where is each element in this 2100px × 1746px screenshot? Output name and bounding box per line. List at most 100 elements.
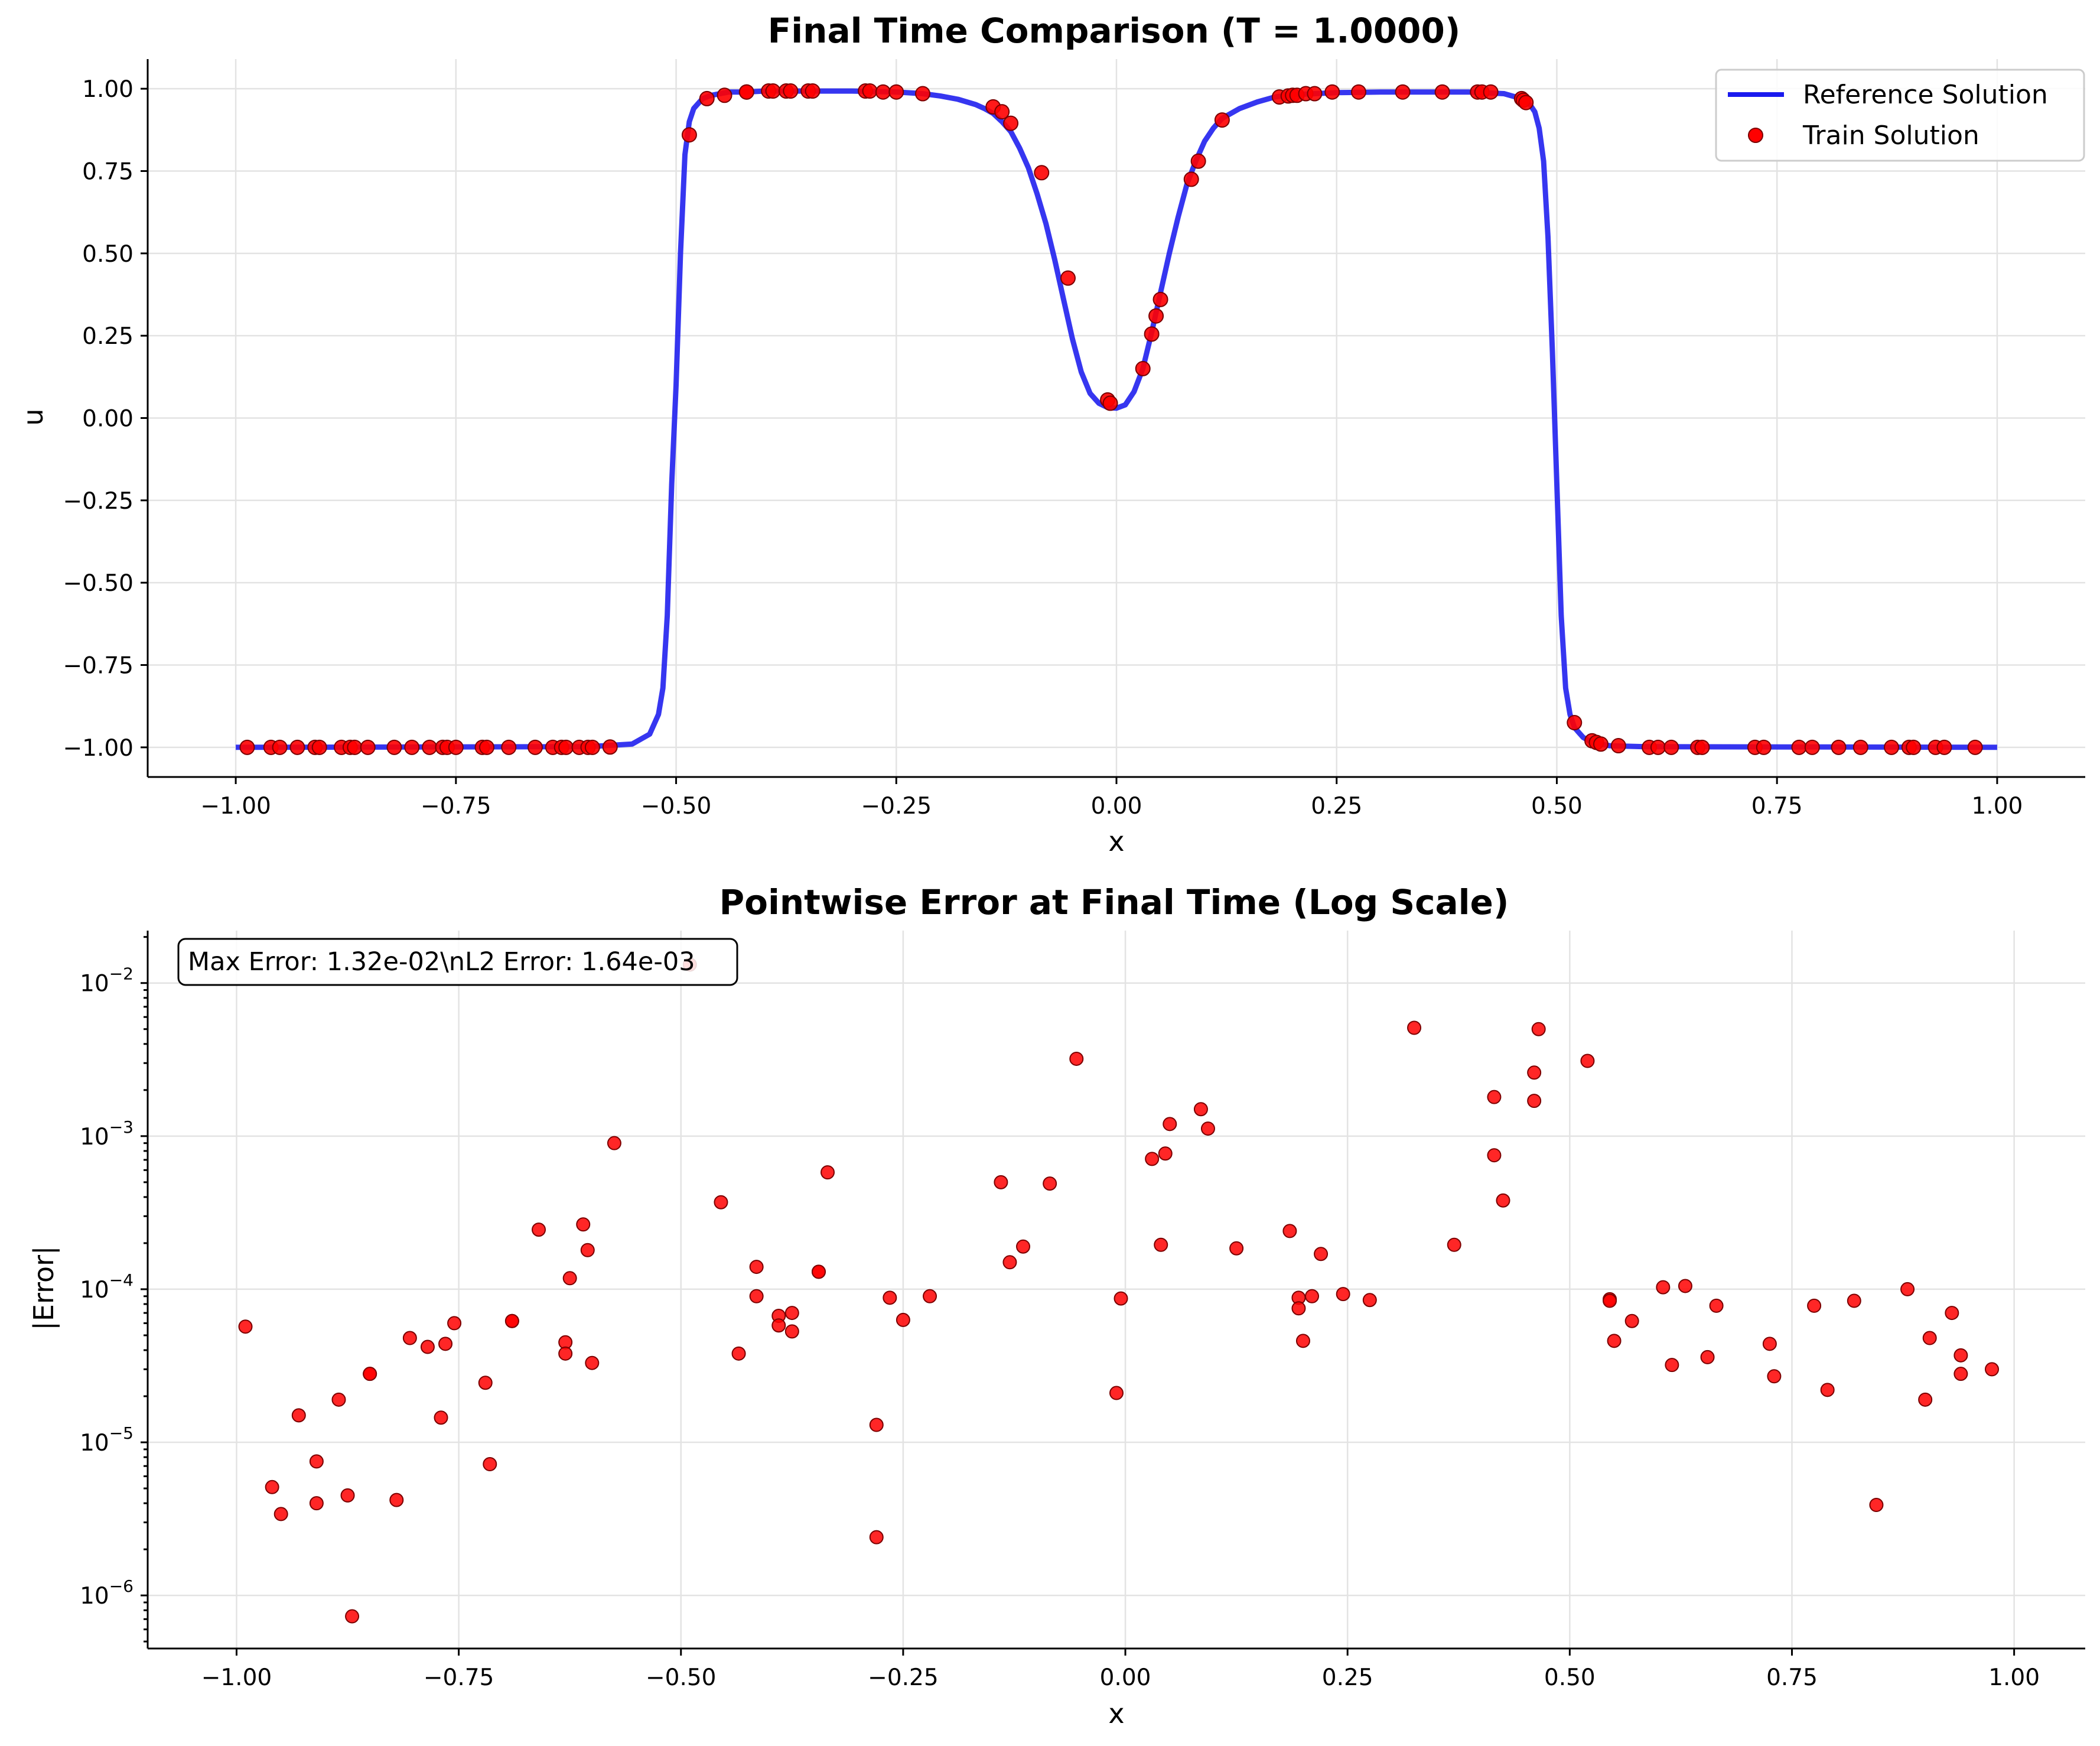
error-point <box>558 1346 573 1361</box>
train-point <box>1483 84 1499 100</box>
error-point <box>1362 1293 1377 1308</box>
top-x-tick-label: 0.00 <box>1091 793 1142 820</box>
error-point <box>994 1175 1008 1189</box>
bottom-x-tick-label: −0.75 <box>424 1664 494 1691</box>
train-point <box>479 739 494 755</box>
bottom-x-tick-label: −0.25 <box>868 1664 939 1691</box>
train-point <box>1135 360 1151 376</box>
train-point <box>1214 112 1230 128</box>
error-point <box>1945 1306 1959 1321</box>
train-point <box>717 87 732 103</box>
top-x-tick-label: 0.75 <box>1751 793 1803 820</box>
train-solution-points <box>239 83 1983 755</box>
bottom-x-tick-label: 1.00 <box>1988 1664 2040 1691</box>
error-point <box>1200 1121 1215 1136</box>
bottom-x-tick-label: 0.25 <box>1322 1664 1373 1691</box>
error-point <box>1447 1237 1461 1252</box>
train-point <box>1804 739 1820 755</box>
error-point <box>883 1290 897 1305</box>
error-point <box>784 1324 799 1339</box>
error-point <box>1665 1358 1679 1373</box>
error-summary-text: Max Error: 1.32e-02\nL2 Error: 1.64e-03 <box>188 947 695 977</box>
error-point <box>1043 1176 1057 1191</box>
error-points <box>238 957 2000 1624</box>
error-point <box>1193 1102 1208 1117</box>
top-x-tick-label: −1.00 <box>200 793 271 820</box>
error-point <box>1918 1392 1933 1407</box>
train-point <box>1610 738 1626 754</box>
error-point <box>821 1165 835 1180</box>
error-point <box>1922 1331 1937 1345</box>
top-x-tick-label: 1.00 <box>1971 793 2023 820</box>
bottom-x-tick-label: 0.00 <box>1100 1664 1151 1691</box>
error-point <box>1869 1497 1884 1512</box>
top-y-tick-label: −1.00 <box>63 735 134 762</box>
train-point <box>888 84 904 100</box>
train-point <box>404 739 420 755</box>
bottom-y-tick-label: 10−4 <box>80 1270 134 1303</box>
train-point <box>1831 739 1847 755</box>
error-point <box>731 1346 746 1361</box>
top-legend: Reference Solution Train Solution <box>1715 69 2085 162</box>
error-point <box>1527 1065 1542 1080</box>
top-chart-title: Final Time Comparison (T = 1.0000) <box>768 11 1461 51</box>
error-point <box>1305 1289 1320 1303</box>
legend-frame <box>1715 69 2085 162</box>
top-x-tick-label: −0.25 <box>861 793 932 820</box>
error-point <box>1229 1241 1244 1256</box>
error-point <box>607 1136 621 1150</box>
error-point <box>447 1316 462 1331</box>
top-panel: −1.00 −0.75 −0.50 −0.25 0.00 0.25 0.50 0.75 1.00… <box>17 11 2085 857</box>
train-point <box>1060 270 1076 286</box>
train-point <box>528 739 543 755</box>
error-point <box>1282 1224 1297 1238</box>
top-y-tick-label: 1.00 <box>82 76 134 103</box>
top-y-tick-label: 0.50 <box>82 241 134 268</box>
error-point <box>1954 1348 1968 1363</box>
top-y-tick-label: −0.25 <box>63 488 134 515</box>
train-point <box>765 83 781 99</box>
train-point <box>558 739 574 755</box>
error-point <box>1656 1280 1671 1295</box>
error-point <box>1762 1337 1777 1351</box>
error-point <box>1531 1022 1546 1036</box>
train-point <box>805 83 821 99</box>
error-point <box>869 1417 884 1432</box>
error-point <box>1820 1383 1835 1397</box>
error-summary-frame <box>177 938 738 986</box>
top-y-ticks: −1.00 −0.75 −0.50 −0.25 0.00 0.25 0.50 0.75 1.00 <box>63 76 148 762</box>
error-point <box>714 1195 728 1209</box>
train-point <box>311 739 327 755</box>
top-y-tick-label: 0.00 <box>82 406 134 433</box>
train-point <box>1694 739 1710 755</box>
top-y-tick-label: 0.25 <box>82 323 134 350</box>
bottom-x-ticks: −1.00 −0.75 −0.50 −0.25 0.00 0.25 0.50 0.75 1.00 <box>201 1649 2040 1691</box>
bottom-panel: −1.00 −0.75 −0.50 −0.25 0.00 0.25 0.50 0.75 1.00… <box>28 882 2085 1729</box>
train-point <box>699 90 715 106</box>
train-point <box>501 739 517 755</box>
error-point <box>504 1313 519 1328</box>
train-point <box>994 104 1010 120</box>
bottom-x-tick-label: 0.75 <box>1766 1664 1818 1691</box>
error-point <box>869 1530 884 1545</box>
train-point <box>1791 739 1807 755</box>
error-point <box>1314 1247 1329 1261</box>
top-y-axis-label: u <box>17 408 49 425</box>
error-point <box>1624 1313 1639 1328</box>
train-point <box>448 739 464 755</box>
error-point <box>1336 1287 1350 1302</box>
error-point <box>749 1260 764 1274</box>
error-point <box>1114 1291 1128 1306</box>
train-point <box>1395 84 1411 100</box>
error-point <box>1900 1282 1915 1296</box>
error-point <box>1487 1090 1502 1104</box>
legend-reference-label: Reference Solution <box>1803 80 2048 110</box>
train-point <box>1967 739 1983 755</box>
error-point <box>340 1488 355 1503</box>
error-point <box>238 1319 253 1334</box>
legend-train-label: Train Solution <box>1802 121 1979 151</box>
train-point <box>1756 739 1772 755</box>
bottom-x-axis-label: x <box>1108 1698 1124 1729</box>
error-point <box>532 1222 546 1237</box>
top-x-tick-label: −0.50 <box>641 793 712 820</box>
